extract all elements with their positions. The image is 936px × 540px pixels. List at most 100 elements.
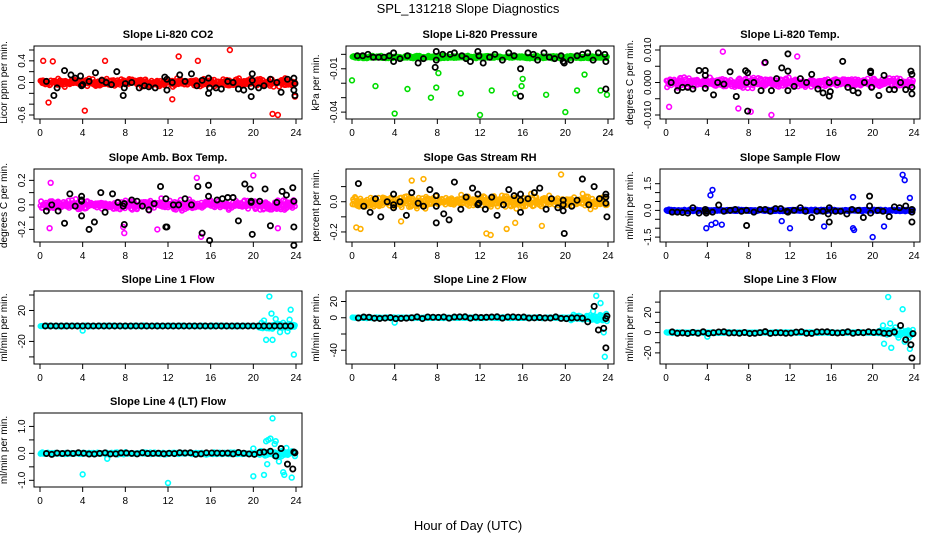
hourly-mean-point xyxy=(784,87,792,95)
y-axis-label: ml/min per min. xyxy=(625,171,636,239)
outlier-point xyxy=(274,224,282,232)
x-tick-label: 16 xyxy=(205,373,217,384)
x-tick-label: 24 xyxy=(602,373,614,384)
hourly-mean-point xyxy=(750,79,758,87)
hourly-mean-point xyxy=(109,190,117,198)
hourly-mean-point xyxy=(206,236,214,244)
outlier-point xyxy=(712,219,719,227)
x-tick-label: 12 xyxy=(784,373,796,384)
x-tick-label: 0 xyxy=(37,496,43,507)
hourly-mean-point xyxy=(248,230,256,238)
outlier-point xyxy=(906,194,914,202)
outlier-point xyxy=(794,53,801,60)
x-tick-label: 16 xyxy=(826,128,838,139)
hourly-mean-point xyxy=(145,83,153,91)
hourly-mean-point xyxy=(163,75,171,83)
x-tick-label: 12 xyxy=(474,373,486,384)
outlier-point xyxy=(269,336,276,344)
hourly-mean-point xyxy=(481,205,489,213)
outlier-point xyxy=(46,224,53,232)
x-tick-label: 20 xyxy=(248,496,260,507)
hourly-mean-point xyxy=(493,211,501,219)
hourly-mean-point xyxy=(246,185,254,193)
sample-points xyxy=(37,293,298,358)
y-tick-label: 0.0 xyxy=(17,446,28,460)
hourly-mean-point xyxy=(205,89,213,97)
hourly-mean-point xyxy=(133,197,141,205)
hourly-mean-point xyxy=(128,79,136,87)
outlier-point xyxy=(262,336,270,344)
hourly-mean-point xyxy=(396,55,404,63)
outlier-point xyxy=(538,222,546,230)
hourly-mean-point xyxy=(743,222,751,230)
hourly-mean-point xyxy=(557,52,565,60)
hourly-mean-point xyxy=(784,67,792,75)
hourly-mean-point xyxy=(450,49,458,57)
hourly-mean-point xyxy=(78,212,86,220)
hourly-mean-point xyxy=(290,241,298,249)
hourly-mean-point xyxy=(266,222,274,230)
y-axis-label: percent per min. xyxy=(311,169,322,241)
outlier-point xyxy=(121,229,128,237)
y-tick-label: -20 xyxy=(17,334,28,349)
x-tick-label: 8 xyxy=(123,496,129,507)
hourly-mean-point xyxy=(534,56,542,64)
outlier-point xyxy=(266,293,273,300)
hourly-mean-points xyxy=(354,302,611,352)
y-axis-label: degrees C per min. xyxy=(625,40,636,125)
outlier-point xyxy=(81,107,89,114)
y-tick-label: 0.2 xyxy=(17,173,28,187)
hourly-mean-point xyxy=(859,214,867,222)
hourly-mean-point xyxy=(218,195,226,203)
hourly-mean-point xyxy=(540,49,548,57)
x-tick-label: 16 xyxy=(826,373,838,384)
x-tick-label: 16 xyxy=(205,128,217,139)
hourly-mean-point xyxy=(79,81,87,89)
panel-title: Slope Line 3 Flow xyxy=(744,274,837,286)
outlier-point xyxy=(457,90,464,97)
y-tick-label: -0.6 xyxy=(17,106,28,124)
sample-points xyxy=(663,293,916,353)
hourly-mean-point xyxy=(824,210,832,218)
outlier-point xyxy=(47,179,54,187)
x-tick-label: 12 xyxy=(162,496,174,507)
hourly-mean-point xyxy=(138,202,146,210)
hourly-mean-point xyxy=(814,85,822,93)
hourly-mean-point xyxy=(767,87,775,95)
hourly-mean-point xyxy=(578,175,586,183)
figure-xlabel: Hour of Day (UTC) xyxy=(414,518,522,533)
hourly-mean-point xyxy=(121,80,129,88)
x-tick-label: 12 xyxy=(784,128,796,139)
hourly-mean-point xyxy=(107,81,115,89)
hourly-mean-point xyxy=(568,202,576,210)
y-axis-label: Licor ppm per min. xyxy=(0,41,10,124)
x-tick-label: 24 xyxy=(290,251,302,262)
hourly-mean-point xyxy=(594,326,602,334)
hourly-mean-point xyxy=(366,208,374,216)
hourly-mean-point xyxy=(261,185,269,193)
hourly-mean-point xyxy=(42,207,50,215)
x-tick-label: 20 xyxy=(867,373,879,384)
outlier-point xyxy=(869,233,876,241)
hourly-mean-point xyxy=(205,181,213,189)
outlier-point xyxy=(503,225,510,233)
outlier-point xyxy=(197,233,205,240)
x-tick-label: 8 xyxy=(123,373,129,384)
x-tick-label: 20 xyxy=(560,128,572,139)
x-tick-label: 4 xyxy=(80,496,86,507)
y-tick-label: -1.0 xyxy=(17,471,28,489)
outlier-point xyxy=(735,105,742,112)
hourly-mean-point xyxy=(530,189,538,197)
outlier-point xyxy=(820,223,828,230)
x-tick-label: 20 xyxy=(867,251,879,262)
hourly-mean-point xyxy=(440,210,448,218)
outlier-point xyxy=(45,99,52,106)
hourly-mean-point xyxy=(867,69,875,77)
hourly-mean-point xyxy=(97,189,105,197)
sample-point xyxy=(736,75,743,82)
